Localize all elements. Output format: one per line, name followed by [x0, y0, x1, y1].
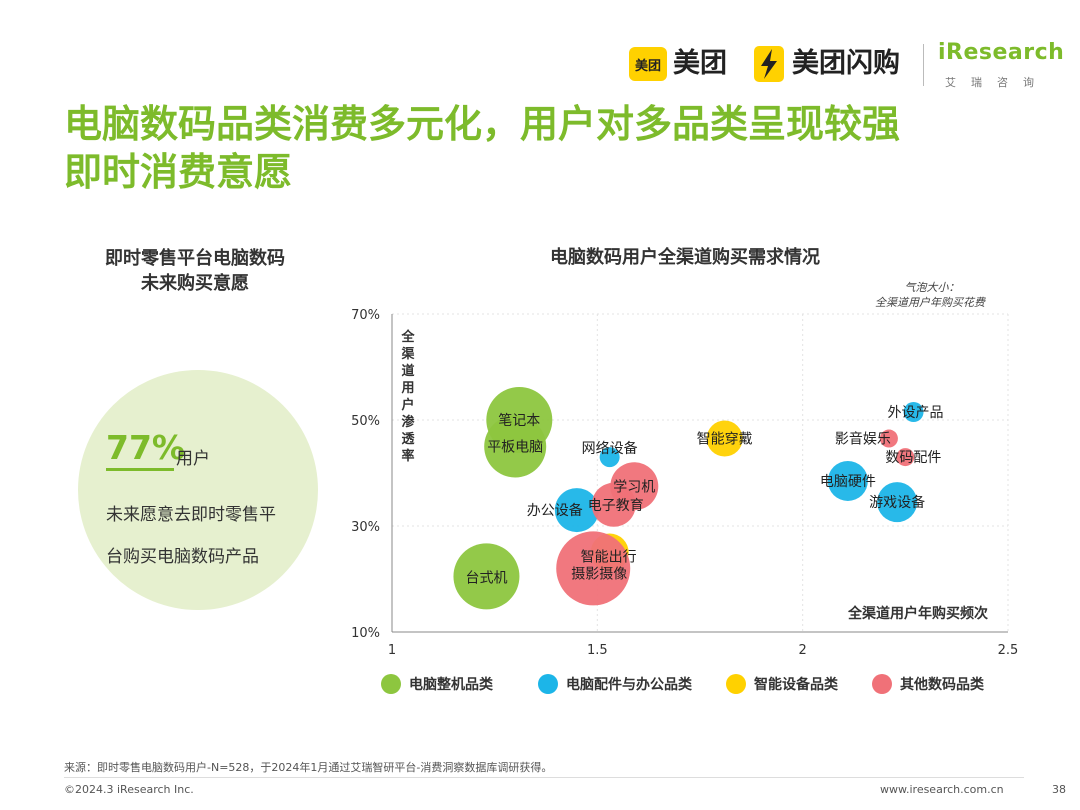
- iresearch-logo-subtitle: 艾瑞咨询: [945, 76, 1049, 89]
- bubble: [554, 488, 599, 533]
- iresearch-logo: iResearch: [938, 40, 1065, 65]
- bubble-label: 智能出行: [581, 550, 637, 566]
- legend-label: 智能设备品类: [754, 677, 838, 693]
- y-tick-label: 50%: [351, 414, 380, 429]
- bubble-size-note-line2: 全渠道用户年购买花费: [875, 296, 985, 309]
- legend-dot-blue: [538, 674, 558, 694]
- y-axis-title-char: 道: [401, 363, 414, 379]
- bubble-label: 办公设备: [527, 502, 583, 519]
- bubble-label: 电子教育: [588, 498, 644, 514]
- chart-title: 电脑数码用户全渠道购买需求情况: [550, 247, 820, 268]
- copyright: ©2024.3 iResearch Inc.: [64, 783, 194, 796]
- bubble-label: 平板电脑: [487, 440, 543, 456]
- bubble-label: 数码配件: [885, 450, 941, 466]
- stat-underline: [106, 468, 174, 471]
- bubble: [879, 429, 898, 448]
- bubble-label: 外设产品: [888, 405, 944, 421]
- bubble: [903, 402, 924, 423]
- y-axis-title-char: 渠: [400, 346, 415, 362]
- stat-percent: 77%: [106, 428, 185, 467]
- x-tick-label: 1.5: [587, 643, 608, 658]
- website-link[interactable]: www.iresearch.com.cn: [880, 783, 1004, 796]
- stat-desc-line2: 台购买电脑数码产品: [106, 547, 259, 567]
- bubble-label: 网络设备: [582, 440, 638, 457]
- y-tick-label: 10%: [351, 626, 380, 641]
- bubble-label: 笔记本: [498, 413, 540, 429]
- bubble: [599, 447, 620, 468]
- bubble-label: 学习机: [613, 479, 655, 495]
- y-tick-label: 30%: [351, 520, 380, 535]
- stat-circle: [78, 370, 318, 610]
- y-axis-title-char: 渗: [401, 414, 415, 430]
- bubble-size-note-line1: 气泡大小：: [904, 281, 960, 294]
- x-tick-label: 2.5: [998, 643, 1019, 658]
- legend-dot-yellow: [726, 674, 746, 694]
- y-tick-label: 70%: [351, 308, 380, 323]
- legend-item-computer: 电脑整机品类: [381, 674, 493, 694]
- legend-dot-green: [381, 674, 401, 694]
- page-number: 38: [1052, 783, 1066, 796]
- y-axis-title-char: 透: [401, 432, 414, 447]
- y-axis-title-char: 用: [400, 381, 414, 396]
- y-axis-title-char: 户: [401, 397, 414, 413]
- meituan-shangou-logo-text: 美团闪购: [792, 48, 900, 79]
- x-axis-title: 全渠道用户年购买频次: [847, 605, 988, 622]
- stat-percent-unit: 用户: [176, 449, 210, 469]
- bubble: [706, 420, 743, 457]
- bubble-label: 影音娱乐: [835, 431, 891, 448]
- logo-divider: [923, 44, 924, 86]
- y-axis-title-char: 率: [401, 448, 414, 464]
- bubble-label: 电脑硬件: [820, 474, 876, 490]
- x-tick-label: 2: [799, 643, 807, 658]
- bubble: [896, 448, 915, 467]
- bubble: [591, 482, 636, 527]
- legend-item-accessories: 电脑配件与办公品类: [538, 674, 692, 694]
- source-note: 来源：即时零售电脑数码用户-N=528，于2024年1月通过艾瑞智研平台-消费洞…: [64, 761, 553, 774]
- x-tick-label: 1: [388, 643, 396, 658]
- bubble-label: 摄影摄像: [571, 566, 627, 582]
- bubble: [453, 543, 520, 610]
- legend-item-smart: 智能设备品类: [726, 674, 838, 694]
- bubble: [484, 415, 547, 478]
- legend-label: 电脑整机品类: [409, 677, 493, 693]
- bubble-label: 台式机: [465, 570, 507, 586]
- page-title-line1: 电脑数码品类消费多元化，用户对多品类呈现较强: [64, 102, 901, 146]
- bubble-label: 游戏设备: [869, 494, 925, 511]
- legend-dot-red: [872, 674, 892, 694]
- legend-label: 其他数码品类: [900, 677, 984, 693]
- lightning-bolt-icon: [754, 46, 784, 82]
- stat-desc-line1: 未来愿意去即时零售平: [106, 505, 276, 525]
- bubble: [556, 531, 631, 606]
- left-heading-line2: 未来购买意愿: [141, 273, 249, 294]
- left-heading-line1: 即时零售平台电脑数码: [105, 248, 285, 269]
- legend-label: 电脑配件与办公品类: [566, 677, 692, 693]
- page-title-line2: 即时消费意愿: [64, 150, 293, 194]
- meituan-logo-text: 美团: [673, 48, 727, 79]
- bubble: [827, 460, 868, 501]
- footer-divider: [64, 777, 1024, 778]
- bubble: [877, 482, 918, 523]
- bubble-label: 智能穿戴: [697, 432, 753, 448]
- meituan-logo-icon: 美团: [629, 47, 667, 81]
- legend-item-other: 其他数码品类: [872, 674, 984, 694]
- y-axis-title-char: 全: [400, 329, 415, 345]
